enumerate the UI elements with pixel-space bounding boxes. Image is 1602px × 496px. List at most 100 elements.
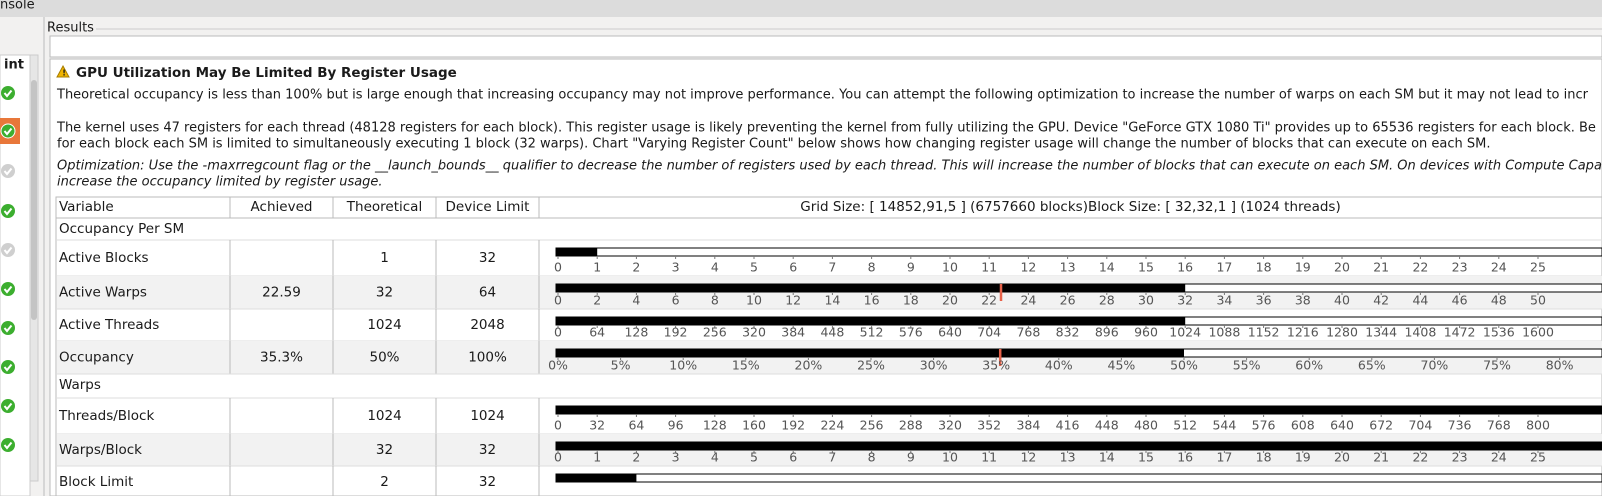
cell-device-limit: 32 xyxy=(479,250,496,266)
tick-label: 1344 xyxy=(1365,325,1397,340)
side-header: int xyxy=(4,58,24,73)
status-check xyxy=(3,246,13,255)
status-icon[interactable] xyxy=(1,360,15,374)
tick-label: 288 xyxy=(899,418,923,433)
tick-label: 4 xyxy=(711,450,719,465)
tick-label: 32 xyxy=(1177,293,1193,308)
optimization-line: Optimization: Use the -maxrregcount flag… xyxy=(57,159,1602,174)
status-check xyxy=(3,402,13,411)
tick-label: 55% xyxy=(1233,358,1261,373)
tick-label: 25 xyxy=(1530,260,1546,275)
tick-label: 12 xyxy=(1020,260,1036,275)
tick-label: 11 xyxy=(981,260,997,275)
tick-label: 42 xyxy=(1373,293,1389,308)
status-check xyxy=(3,167,13,176)
tick-label: 0% xyxy=(548,358,568,373)
tick-label: 21 xyxy=(1373,260,1389,275)
tick-label: 70% xyxy=(1421,358,1449,373)
tick-label: 448 xyxy=(820,325,844,340)
tick-label: 960 xyxy=(1134,325,1158,340)
tick-label: 8 xyxy=(868,450,876,465)
tick-label: 0 xyxy=(554,450,562,465)
tick-label: 5% xyxy=(611,358,631,373)
paragraph: Theoretical occupancy is less than 100% … xyxy=(56,88,1589,103)
tick-label: 24 xyxy=(1020,293,1036,308)
cell-device-limit: 100% xyxy=(468,350,507,366)
tick-label: 23 xyxy=(1452,260,1468,275)
status-check xyxy=(3,441,13,450)
status-icon[interactable] xyxy=(1,321,15,335)
tick-label: 544 xyxy=(1212,418,1236,433)
cell-theoretical: 1024 xyxy=(367,408,401,424)
tick-label: 40% xyxy=(1045,358,1073,373)
tick-label: 608 xyxy=(1291,418,1315,433)
tick-label: 12 xyxy=(785,293,801,308)
tick-label: 48 xyxy=(1491,293,1507,308)
cell-device-limit: 32 xyxy=(479,442,496,458)
status-icon[interactable] xyxy=(1,438,15,452)
tick-label: 3 xyxy=(672,260,680,275)
tick-label: 768 xyxy=(1487,418,1511,433)
achieved-marker xyxy=(999,284,1003,301)
cell-device-limit: 32 xyxy=(479,474,496,490)
optimization-line: increase the occupancy limited by regist… xyxy=(57,175,383,190)
tick-label: 4 xyxy=(632,293,640,308)
tick-label: 224 xyxy=(820,418,844,433)
tick-label: 512 xyxy=(1173,418,1197,433)
tick-label: 21 xyxy=(1373,450,1389,465)
status-icon[interactable] xyxy=(1,86,15,100)
tick-label: 1152 xyxy=(1248,325,1280,340)
scrollbar-thumb[interactable] xyxy=(31,80,37,320)
tick-label: 384 xyxy=(1016,418,1040,433)
tick-label: 17 xyxy=(1216,450,1232,465)
status-check xyxy=(3,127,13,136)
console-tab[interactable]: nsole xyxy=(0,0,35,13)
warning-icon xyxy=(56,64,70,78)
tick-label: 14 xyxy=(824,293,840,308)
tick-label: 14 xyxy=(1099,450,1115,465)
tick-label: 20 xyxy=(1334,260,1350,275)
column-header: Achieved xyxy=(251,199,313,215)
tick-label: 7 xyxy=(828,260,836,275)
tick-label: 9 xyxy=(907,260,915,275)
tick-label: 50 xyxy=(1530,293,1546,308)
scale-bar xyxy=(555,473,1602,483)
status-icon[interactable] xyxy=(1,282,15,296)
tick-label: 1600 xyxy=(1522,325,1554,340)
status-icon[interactable] xyxy=(1,243,15,257)
section-title: Warps xyxy=(59,377,101,393)
cell-achieved: 35.3% xyxy=(260,350,303,366)
tick-label: 0 xyxy=(554,418,562,433)
tick-label: 10 xyxy=(942,450,958,465)
tick-label: 2 xyxy=(632,450,640,465)
tick-label: 75% xyxy=(1483,358,1511,373)
tick-label: 1088 xyxy=(1208,325,1240,340)
tick-label: 24 xyxy=(1491,450,1507,465)
tick-label: 64 xyxy=(628,418,644,433)
tick-label: 384 xyxy=(781,325,805,340)
warning-title: GPU Utilization May Be Limited By Regist… xyxy=(76,65,457,81)
status-icon[interactable] xyxy=(1,399,15,413)
cell-theoretical: 32 xyxy=(376,285,393,301)
status-icon[interactable] xyxy=(1,204,15,218)
paragraph-line: The kernel uses 47 registers for each th… xyxy=(56,121,1596,136)
tick-label: 0 xyxy=(554,293,562,308)
tick-label: 15% xyxy=(732,358,760,373)
tick-label: 352 xyxy=(977,418,1001,433)
tick-label: 1408 xyxy=(1404,325,1436,340)
tick-label: 5 xyxy=(750,260,758,275)
status-icon[interactable] xyxy=(0,123,16,139)
tick-label: 1216 xyxy=(1287,325,1319,340)
status-icon[interactable] xyxy=(1,164,15,178)
tick-label: 448 xyxy=(1095,418,1119,433)
tick-label: 16 xyxy=(1177,260,1193,275)
tick-label: 50% xyxy=(1170,358,1198,373)
tick-label: 13 xyxy=(1060,260,1076,275)
tick-label: 18 xyxy=(1256,450,1272,465)
variable-name: Occupancy xyxy=(59,350,134,366)
variable-name: Block Limit xyxy=(59,474,133,490)
tick-label: 34 xyxy=(1216,293,1232,308)
tick-label: 672 xyxy=(1369,418,1393,433)
tick-label: 96 xyxy=(668,418,684,433)
